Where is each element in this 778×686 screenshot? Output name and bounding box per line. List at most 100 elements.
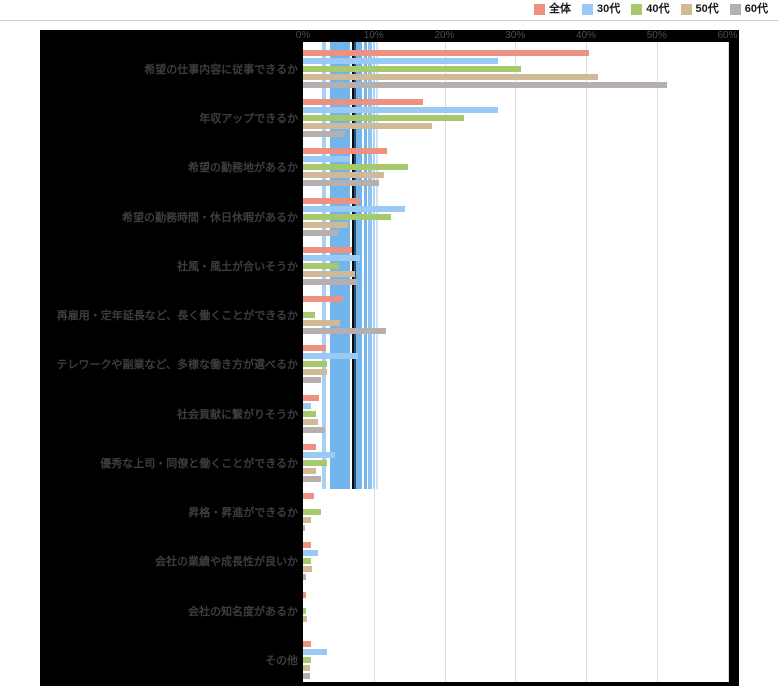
category-label: 希望の勤務地があるか [188, 162, 298, 175]
bar-30代 [303, 58, 498, 64]
bar-50代 [303, 123, 432, 129]
band-stripe [368, 42, 372, 489]
bar-全体 [303, 641, 311, 647]
legend-swatch [680, 3, 692, 15]
bar-60代 [303, 574, 306, 580]
gridline [727, 42, 729, 682]
bar-60代 [303, 131, 345, 137]
bar-全体 [303, 592, 306, 598]
bar-全体 [303, 247, 352, 253]
bar-40代 [303, 509, 322, 515]
bar-40代 [303, 558, 312, 564]
band-stripe [364, 42, 367, 489]
gridline [586, 42, 587, 682]
bar-全体 [303, 50, 589, 56]
bar-全体 [303, 99, 424, 105]
chart-block: 0% 10% 20% 30% 40% 50% 60% 希望の仕事内容に従事できるか 年収アップ… [40, 30, 739, 686]
x-axis-tick-label: 20% [434, 30, 455, 41]
bar-30代 [303, 452, 335, 458]
x-axis-tick-label: 50% [646, 30, 667, 41]
bar-60代 [303, 673, 311, 679]
bar-30代 [303, 107, 498, 113]
category-label: 優秀な上司・同僚と働くことができるか [100, 457, 298, 470]
bar-40代 [303, 263, 340, 269]
category-label: 年収アップできるか [199, 113, 298, 126]
bar-40代 [303, 460, 328, 466]
x-axis-tick-label: 10% [363, 30, 384, 41]
bar-40代 [303, 66, 521, 72]
bar-60代 [303, 377, 321, 383]
band-stripe [355, 42, 362, 489]
bar-50代 [303, 369, 328, 375]
bar-30代 [303, 156, 350, 162]
category-label: 社風・風土が合いそうか [177, 260, 298, 273]
bar-全体 [303, 395, 320, 401]
legend-swatch [631, 3, 643, 15]
bar-50代 [303, 320, 340, 326]
category-label: その他 [265, 654, 298, 667]
bar-60代 [303, 180, 379, 186]
legend-swatch [729, 3, 741, 15]
bar-60代 [303, 279, 358, 285]
legend-item-50代: 50代 [680, 2, 719, 16]
bar-50代 [303, 566, 313, 572]
category-label: 会社の知名度があるか [188, 605, 298, 618]
bar-全体 [303, 444, 317, 450]
bar-40代 [303, 115, 464, 121]
x-axis-tick-label: 60% [717, 30, 738, 41]
bar-30代 [303, 550, 318, 556]
legend-label: 60代 [744, 3, 768, 15]
band-stripe [354, 42, 356, 489]
category-label: 希望の勤務時間・休日休暇があるか [122, 211, 298, 224]
category-label: 会社の業績や成長性が良いか [155, 556, 298, 569]
bar-50代 [303, 419, 318, 425]
x-axis-tick-label: 40% [575, 30, 597, 41]
legend-label: 全体 [549, 3, 571, 15]
bar-50代 [303, 468, 317, 474]
divider-line [0, 20, 778, 21]
band-stripe [373, 42, 375, 489]
bar-30代 [303, 206, 405, 212]
legend-swatch [534, 3, 545, 15]
bar-30代 [303, 255, 360, 261]
bar-40代 [303, 608, 306, 614]
bar-40代 [303, 411, 317, 417]
bar-60代 [303, 82, 667, 88]
bar-50代 [303, 222, 349, 228]
bar-全体 [303, 345, 326, 351]
bar-30代 [303, 649, 328, 655]
bar-50代 [303, 172, 384, 178]
bar-50代 [303, 616, 307, 622]
bar-50代 [303, 517, 311, 523]
bar-60代 [303, 525, 306, 531]
chart-legend: 全体 30代 40代 50代 60代 [534, 2, 768, 16]
category-label: テレワークや副業など、多様な働き方が選べるか [56, 359, 298, 372]
bar-全体 [303, 198, 361, 204]
legend-label: 50代 [695, 3, 719, 15]
bar-30代 [303, 403, 312, 409]
bar-全体 [303, 148, 388, 154]
legend-item-30代: 30代 [582, 2, 620, 16]
bar-40代 [303, 312, 316, 318]
legend-label: 40代 [646, 3, 670, 15]
bar-50代 [303, 665, 311, 671]
legend-swatch [582, 3, 593, 15]
bar-40代 [303, 361, 328, 367]
category-label: 再雇用・定年延長など、長く働くことができるか [56, 310, 298, 323]
gridline [656, 42, 658, 682]
category-label: 社会貢献に繋がりそうか [177, 408, 298, 421]
bar-全体 [303, 296, 343, 302]
bar-全体 [303, 493, 314, 499]
category-label: 昇格・昇進ができるか [188, 507, 298, 520]
legend-label: 30代 [597, 3, 621, 15]
bar-40代 [303, 164, 408, 170]
legend-item-40代: 40代 [631, 2, 670, 16]
gridline [515, 42, 517, 682]
bar-40代 [303, 657, 311, 663]
bar-50代 [303, 74, 599, 80]
bar-50代 [303, 271, 355, 277]
bar-60代 [303, 427, 325, 433]
band-stripe [376, 42, 378, 489]
legend-item-60代: 60代 [729, 2, 768, 16]
